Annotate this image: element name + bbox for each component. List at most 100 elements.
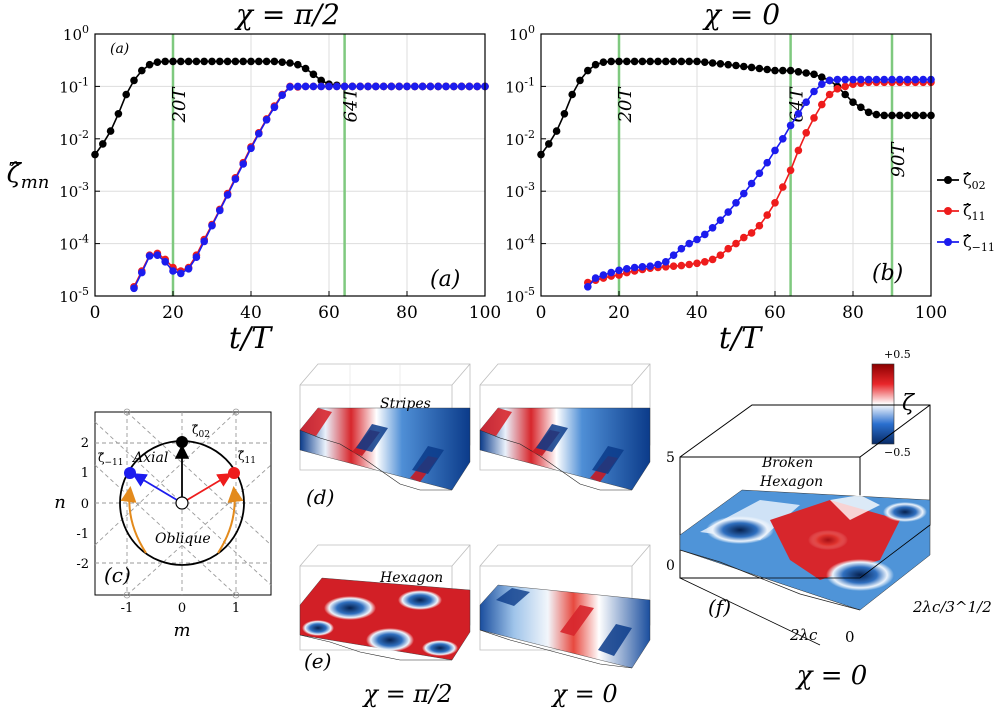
data-point (99, 140, 107, 148)
data-point (262, 57, 271, 66)
mode-m11-point (124, 467, 136, 479)
data-point (662, 57, 670, 66)
data-point (216, 57, 224, 66)
data-point (223, 57, 232, 66)
data-point (309, 70, 318, 79)
x-tick-label: 20 (162, 303, 184, 323)
data-point (387, 82, 396, 91)
data-point (364, 82, 372, 91)
legend-label: ζ̂11 (963, 201, 986, 223)
data-point (724, 244, 732, 253)
panel-f-z-top: 5 (666, 450, 675, 466)
data-point (395, 82, 404, 91)
colorbar-min: −0.5 (884, 446, 911, 459)
legend-label: ζ̂−11 (963, 232, 995, 254)
colorbar-label: ζ (902, 391, 916, 416)
data-point (740, 62, 748, 71)
data-point (208, 221, 216, 230)
mode-11-point (228, 467, 240, 479)
data-point (818, 73, 826, 81)
panel-a-grid (94, 33, 486, 297)
data-point (794, 146, 803, 155)
panel-f-chi: χ = 0 (795, 661, 868, 691)
data-point (623, 57, 631, 66)
y-tick-label: 10-3 (505, 180, 535, 201)
panel-b-frame (540, 33, 932, 297)
data-point (771, 146, 779, 155)
data-point (747, 229, 756, 237)
data-point (911, 111, 920, 120)
oblique-label: Oblique (155, 531, 211, 547)
data-point (677, 244, 686, 253)
data-point (677, 57, 686, 66)
panel-c-label: (c) (104, 563, 131, 587)
panel-a-markers: 20T 64T (169, 34, 362, 296)
data-point (317, 76, 326, 85)
data-point (708, 224, 717, 232)
data-point (693, 57, 701, 66)
data-point (426, 82, 435, 91)
data-point (465, 82, 474, 91)
data-point (231, 175, 240, 183)
data-point (701, 258, 709, 266)
data-point (122, 90, 130, 99)
broken-hexagon-title-1: Broken (761, 455, 813, 471)
oblique-arrow-left (120, 486, 147, 554)
marker-label-20T: 20T (615, 86, 636, 124)
panel-a-corner-label: (a) (110, 41, 129, 57)
data-point (662, 258, 670, 266)
y-tick-label: 10-4 (505, 233, 535, 254)
data-point (200, 237, 208, 246)
data-point (638, 263, 647, 271)
y-tick-label: 10-5 (505, 285, 535, 306)
data-point (161, 258, 169, 266)
data-point (701, 230, 709, 239)
y-tick-label: 10-1 (505, 75, 535, 96)
panel-c-ylabel: n (54, 492, 66, 513)
data-point (294, 60, 302, 69)
x-tick-label: 80 (842, 303, 864, 323)
data-point (340, 82, 349, 91)
x-tick-label: 80 (396, 303, 418, 323)
y-tick-label: 10-2 (59, 128, 89, 149)
arrow-11 (181, 473, 233, 504)
data-point (262, 116, 271, 124)
legend-marker (944, 176, 952, 184)
data-point (857, 103, 865, 112)
data-point (184, 265, 193, 273)
oblique-arrow-right (217, 486, 244, 554)
data-point (130, 284, 138, 293)
data-point (192, 57, 201, 66)
x-tick-label: 60 (764, 303, 786, 323)
data-point (450, 82, 458, 91)
data-point (607, 268, 615, 277)
data-point (301, 64, 310, 73)
data-point (654, 57, 662, 66)
data-point (880, 75, 888, 84)
legend-marker (944, 238, 952, 246)
stripes-title: Stripes (380, 396, 431, 412)
data-point (254, 57, 263, 66)
data-point (896, 111, 904, 120)
data-point (903, 111, 912, 120)
x-tick-label: 100 (469, 303, 501, 323)
svg-text:1: 1 (81, 466, 89, 481)
data-point (685, 57, 693, 66)
x-tick-label: 100 (915, 303, 947, 323)
data-point (247, 144, 255, 153)
x-tick-label: 0 (536, 303, 547, 323)
data-point (701, 58, 709, 66)
data-point (599, 58, 608, 66)
data-point (545, 140, 553, 148)
data-point (786, 166, 795, 175)
data-point (169, 267, 177, 275)
broken-hexagon-title-2: Hexagon (759, 474, 823, 490)
hexagon-box (299, 544, 471, 661)
panel-f-z-bottom: 0 (666, 558, 675, 574)
stripe-chi0-box (479, 544, 651, 669)
x-tick-label: 60 (318, 303, 340, 323)
colorbar-max: +0.5 (884, 348, 911, 361)
panel-f-label: (f) (708, 595, 731, 619)
panel-a-label: (a) (430, 267, 460, 292)
svg-text:-1: -1 (121, 601, 134, 616)
